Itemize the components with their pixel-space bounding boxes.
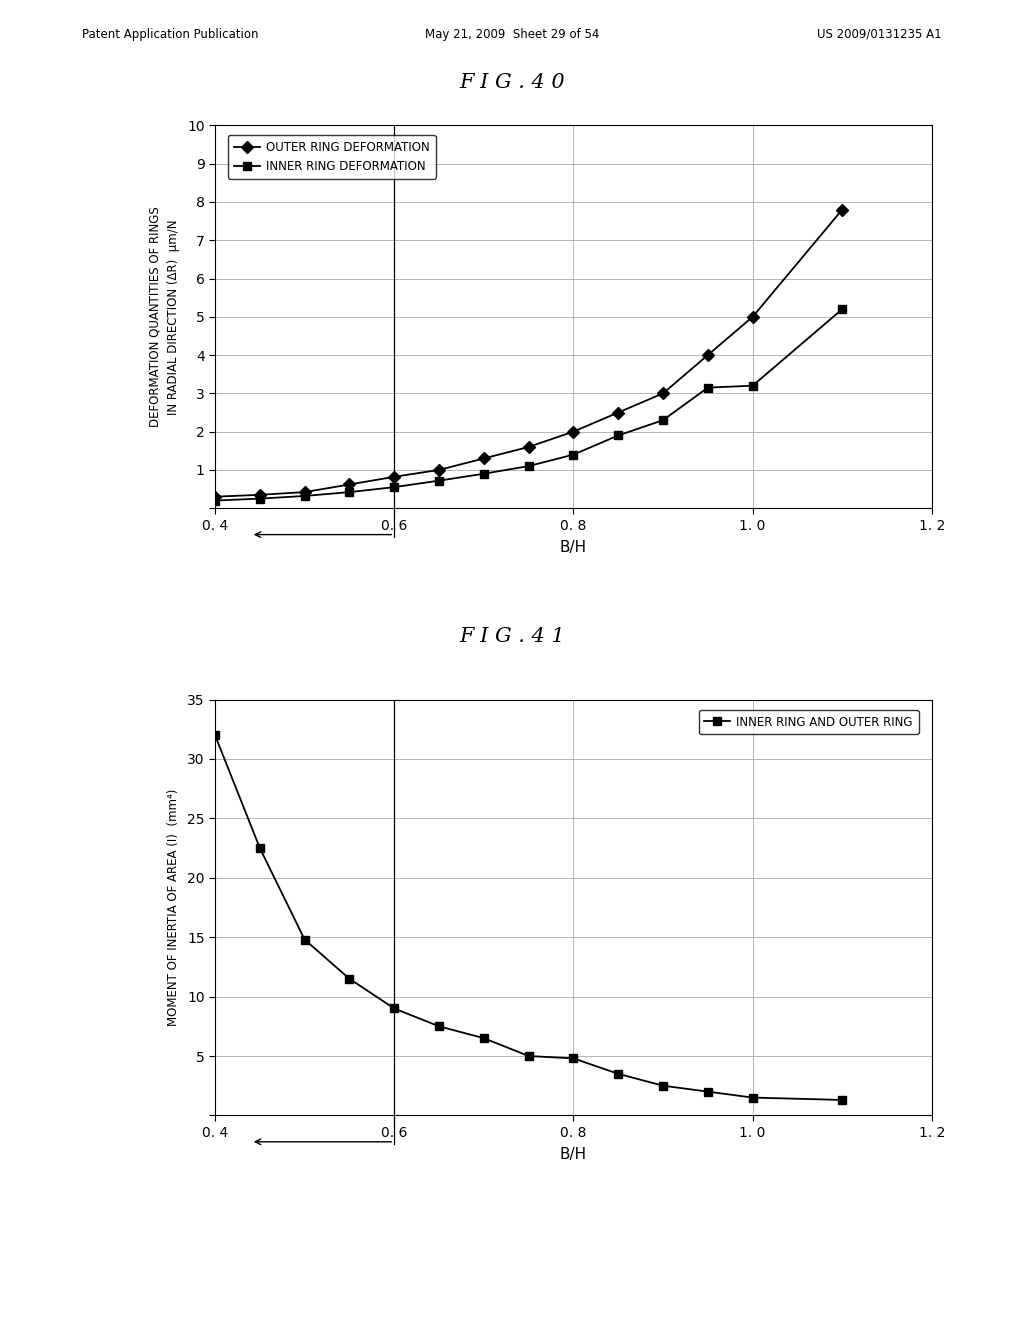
OUTER RING DEFORMATION [657,385,670,401]
Legend: INNER RING AND OUTER RING: INNER RING AND OUTER RING [698,710,919,734]
OUTER RING DEFORMATION [837,202,849,218]
INNER RING DEFORMATION [701,380,714,396]
INNER RING AND OUTER RING [254,841,266,857]
INNER RING DEFORMATION [299,488,311,504]
INNER RING AND OUTER RING [209,727,221,743]
OUTER RING DEFORMATION [209,488,221,504]
OUTER RING DEFORMATION [254,487,266,503]
Y-axis label: MOMENT OF INERTIA OF AREA (I)  (mm⁴): MOMENT OF INERTIA OF AREA (I) (mm⁴) [167,789,180,1026]
OUTER RING DEFORMATION [612,404,625,420]
INNER RING AND OUTER RING [567,1051,580,1067]
OUTER RING DEFORMATION [567,424,580,440]
OUTER RING DEFORMATION [299,484,311,500]
INNER RING AND OUTER RING [701,1084,714,1100]
Text: May 21, 2009  Sheet 29 of 54: May 21, 2009 Sheet 29 of 54 [425,28,599,41]
Text: F I G . 4 0: F I G . 4 0 [459,73,565,91]
INNER RING AND OUTER RING [343,972,355,987]
INNER RING AND OUTER RING [746,1090,759,1106]
INNER RING DEFORMATION [343,484,355,500]
OUTER RING DEFORMATION [433,462,445,478]
INNER RING DEFORMATION [522,458,535,474]
OUTER RING DEFORMATION [701,347,714,363]
OUTER RING DEFORMATION [522,440,535,455]
Line: INNER RING AND OUTER RING: INNER RING AND OUTER RING [211,731,847,1104]
INNER RING DEFORMATION [477,466,489,482]
X-axis label: B/H: B/H [560,540,587,554]
INNER RING DEFORMATION [837,301,849,317]
Line: OUTER RING DEFORMATION: OUTER RING DEFORMATION [211,206,847,500]
INNER RING DEFORMATION [433,473,445,488]
INNER RING DEFORMATION [657,412,670,428]
X-axis label: B/H: B/H [560,1147,587,1162]
Y-axis label: DEFORMATION QUANTITIES OF RINGS
IN RADIAL DIRECTION (ΔR)  μm/N: DEFORMATION QUANTITIES OF RINGS IN RADIA… [148,206,180,428]
INNER RING AND OUTER RING [299,932,311,948]
INNER RING DEFORMATION [567,446,580,462]
OUTER RING DEFORMATION [388,469,400,484]
INNER RING DEFORMATION [209,492,221,508]
Line: INNER RING DEFORMATION: INNER RING DEFORMATION [211,305,847,504]
INNER RING AND OUTER RING [657,1077,670,1093]
INNER RING DEFORMATION [254,491,266,507]
INNER RING AND OUTER RING [477,1030,489,1045]
OUTER RING DEFORMATION [343,477,355,492]
Text: US 2009/0131235 A1: US 2009/0131235 A1 [817,28,942,41]
OUTER RING DEFORMATION [477,450,489,466]
OUTER RING DEFORMATION [746,309,759,325]
INNER RING DEFORMATION [612,428,625,444]
INNER RING AND OUTER RING [612,1067,625,1082]
INNER RING DEFORMATION [746,378,759,393]
INNER RING AND OUTER RING [522,1048,535,1064]
INNER RING AND OUTER RING [388,1001,400,1016]
Text: Patent Application Publication: Patent Application Publication [82,28,258,41]
Text: F I G . 4 1: F I G . 4 1 [459,627,565,645]
INNER RING AND OUTER RING [837,1092,849,1107]
Legend: OUTER RING DEFORMATION, INNER RING DEFORMATION: OUTER RING DEFORMATION, INNER RING DEFOR… [228,135,435,178]
INNER RING AND OUTER RING [433,1019,445,1035]
INNER RING DEFORMATION [388,479,400,495]
